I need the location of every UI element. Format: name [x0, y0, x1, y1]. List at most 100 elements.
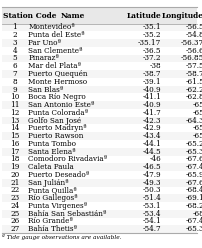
Text: 1: 1	[12, 24, 17, 31]
FancyBboxPatch shape	[2, 86, 196, 93]
Text: 15: 15	[10, 132, 19, 140]
Text: -38.7: -38.7	[142, 70, 160, 78]
Text: -67.6: -67.6	[185, 155, 202, 163]
Text: Puerto Madrynª: Puerto Madrynª	[28, 124, 86, 132]
Text: -65: -65	[191, 132, 202, 140]
Text: Comodoro Rivadaviaª: Comodoro Rivadaviaª	[28, 155, 107, 163]
FancyBboxPatch shape	[2, 148, 196, 155]
Text: Pinarazª: Pinarazª	[28, 55, 59, 62]
Text: San Juliánª: San Juliánª	[28, 179, 69, 187]
Text: Bahía San Sebastiánª: Bahía San Sebastiánª	[28, 210, 106, 218]
Text: 23: 23	[10, 194, 19, 202]
Text: 3: 3	[12, 39, 17, 47]
Text: Mar del Plataª: Mar del Plataª	[28, 62, 81, 70]
FancyBboxPatch shape	[2, 31, 196, 39]
Text: -68.2: -68.2	[185, 202, 202, 210]
Text: Boca Río Negro: Boca Río Negro	[28, 93, 86, 101]
Text: 25: 25	[10, 210, 19, 218]
Text: 20: 20	[10, 171, 19, 179]
FancyBboxPatch shape	[2, 171, 196, 179]
Text: Punta Quillaª: Punta Quillaª	[28, 186, 77, 194]
FancyBboxPatch shape	[2, 155, 196, 163]
FancyBboxPatch shape	[2, 132, 196, 140]
Text: -54.7: -54.7	[142, 225, 160, 233]
Text: -56.5: -56.5	[185, 24, 202, 31]
Text: -64.3: -64.3	[185, 117, 202, 124]
Text: San Clementeª: San Clementeª	[28, 47, 82, 55]
Text: -56.85: -56.85	[180, 55, 202, 62]
Text: -50.3: -50.3	[142, 186, 160, 194]
FancyBboxPatch shape	[2, 101, 196, 109]
Text: -57.5: -57.5	[185, 62, 202, 70]
Text: Río Gallegosª: Río Gallegosª	[28, 194, 78, 202]
Text: -35.17: -35.17	[137, 39, 160, 47]
Text: 9: 9	[12, 86, 17, 93]
Text: -65: -65	[191, 101, 202, 109]
Text: -53.4: -53.4	[142, 210, 160, 218]
Text: -41.7: -41.7	[142, 109, 160, 117]
Text: Puerto Rawson: Puerto Rawson	[28, 132, 83, 140]
Text: 5: 5	[12, 55, 17, 62]
Text: -56.37: -56.37	[180, 39, 202, 47]
Text: ª Tide gauge observations are available.: ª Tide gauge observations are available.	[2, 234, 121, 240]
FancyBboxPatch shape	[2, 39, 196, 47]
Text: Punta Virgenesª: Punta Virgenesª	[28, 202, 87, 210]
Text: Longitude: Longitude	[161, 11, 202, 20]
Text: -47.9: -47.9	[142, 171, 160, 179]
Text: -65.3: -65.3	[185, 225, 202, 233]
Text: 13: 13	[10, 117, 19, 124]
Text: Monte Hermoso: Monte Hermoso	[28, 78, 87, 86]
Text: Santa Elenaª: Santa Elenaª	[28, 148, 76, 156]
Text: -62.2: -62.2	[185, 86, 202, 93]
Text: -54.1: -54.1	[142, 217, 160, 225]
Text: -58.7: -58.7	[185, 70, 202, 78]
Text: Río Grandeª: Río Grandeª	[28, 217, 73, 225]
Text: -39.1: -39.1	[142, 78, 160, 86]
Text: -54.8: -54.8	[185, 31, 202, 39]
Text: 2: 2	[12, 31, 17, 39]
Text: -42.3: -42.3	[142, 117, 160, 124]
Text: -35.2: -35.2	[142, 31, 160, 39]
Text: -68: -68	[191, 210, 202, 218]
Text: -46.5: -46.5	[142, 163, 160, 171]
Text: -68.4: -68.4	[185, 186, 202, 194]
Text: -42.9: -42.9	[142, 124, 160, 132]
Text: 7: 7	[12, 70, 17, 78]
Text: -65.2: -65.2	[185, 140, 202, 148]
Text: 12: 12	[10, 109, 19, 117]
FancyBboxPatch shape	[2, 140, 196, 148]
Text: Punta del Esteª: Punta del Esteª	[28, 31, 84, 39]
FancyBboxPatch shape	[2, 117, 196, 124]
Text: -65: -65	[191, 109, 202, 117]
Text: -36.5: -36.5	[142, 47, 160, 55]
FancyBboxPatch shape	[2, 225, 196, 233]
Text: -44.5: -44.5	[142, 148, 160, 156]
FancyBboxPatch shape	[2, 24, 196, 31]
Text: -69.1: -69.1	[184, 194, 202, 202]
Text: -67.6: -67.6	[185, 179, 202, 187]
FancyBboxPatch shape	[2, 109, 196, 117]
Text: 26: 26	[10, 217, 19, 225]
FancyBboxPatch shape	[2, 194, 196, 202]
Text: Punta Tombo: Punta Tombo	[28, 140, 76, 148]
Text: -49.3: -49.3	[142, 179, 160, 187]
FancyBboxPatch shape	[2, 62, 196, 70]
Text: 16: 16	[10, 140, 19, 148]
Text: 22: 22	[10, 186, 19, 194]
Text: -43.4: -43.4	[142, 132, 160, 140]
Text: San Blasª: San Blasª	[28, 86, 63, 93]
Text: Puerto Deseadoª: Puerto Deseadoª	[28, 171, 89, 179]
FancyBboxPatch shape	[2, 78, 196, 86]
Text: -61.5: -61.5	[184, 78, 202, 86]
Text: -65: -65	[191, 124, 202, 132]
Text: Station Code: Station Code	[3, 11, 56, 20]
Text: 27: 27	[10, 225, 19, 233]
Text: -65.3: -65.3	[185, 148, 202, 156]
Text: 14: 14	[10, 124, 19, 132]
Text: Caleta Paula: Caleta Paula	[28, 163, 74, 171]
Text: -44.1: -44.1	[142, 140, 160, 148]
FancyBboxPatch shape	[2, 70, 196, 78]
Text: Punta Coloradaª: Punta Coloradaª	[28, 109, 88, 117]
FancyBboxPatch shape	[2, 47, 196, 55]
Text: -67.4: -67.4	[185, 217, 202, 225]
